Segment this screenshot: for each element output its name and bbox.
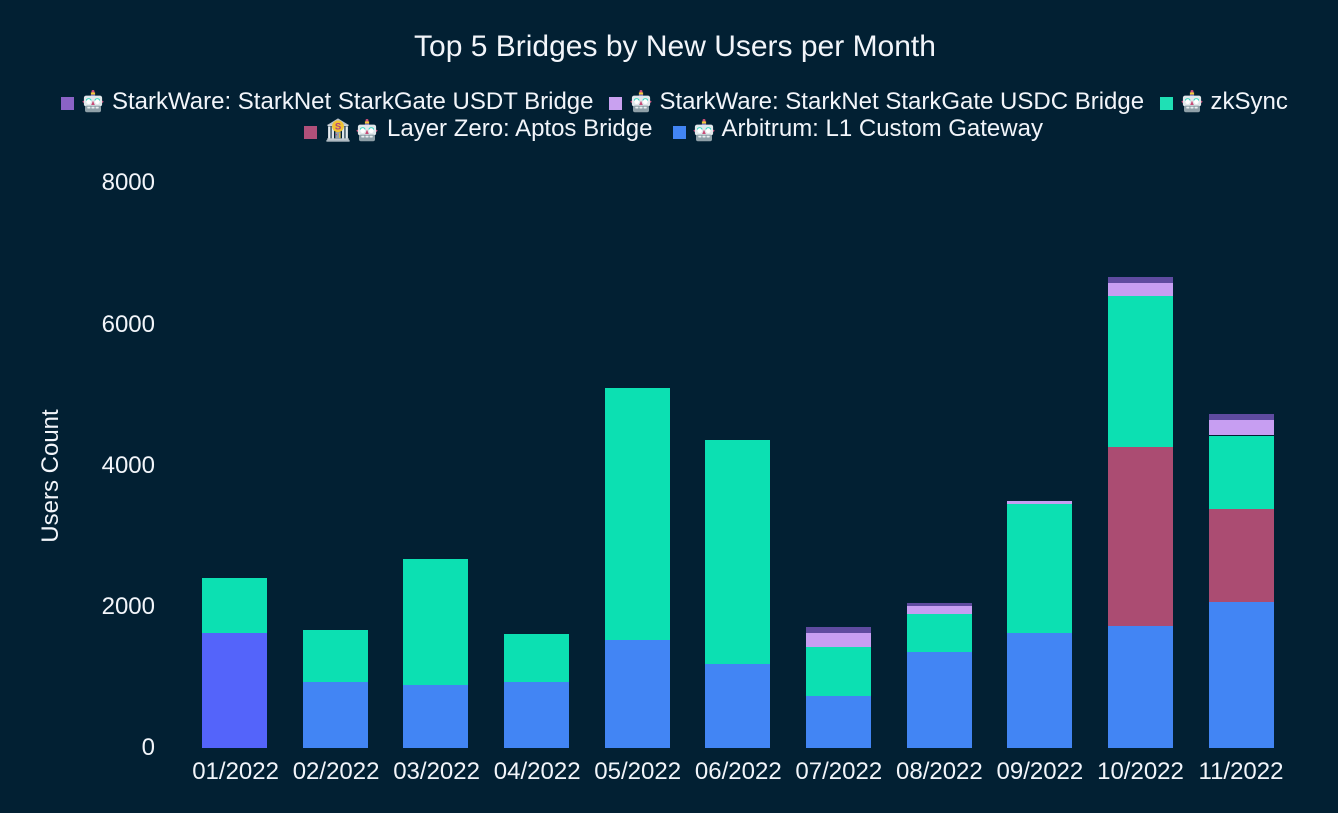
svg-text:S: S [335, 122, 341, 133]
